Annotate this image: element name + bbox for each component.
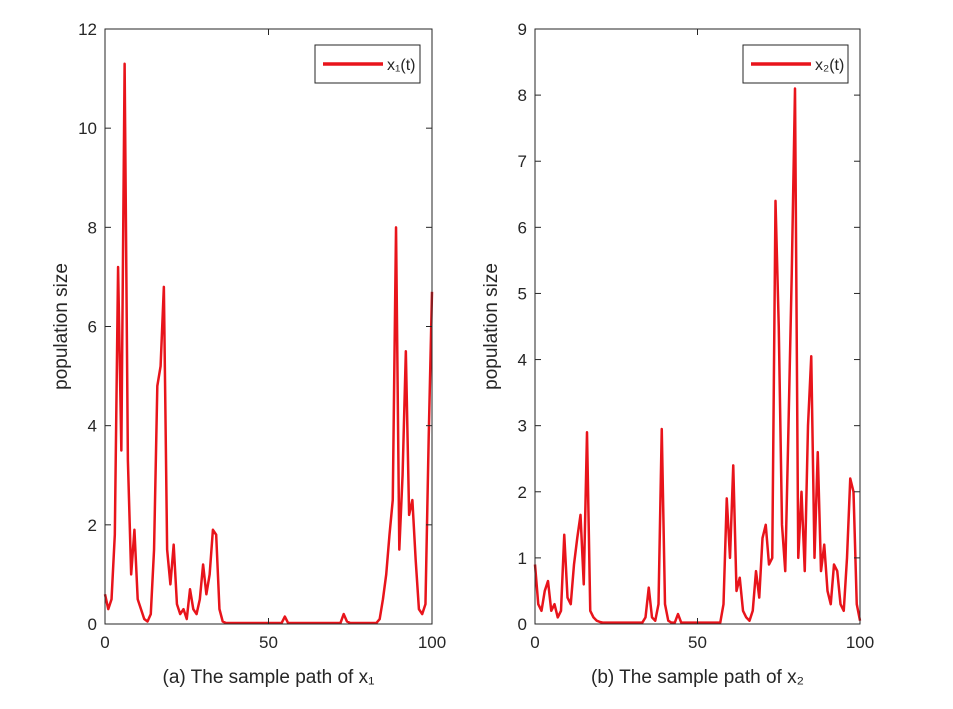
y-tick-label: 5 (518, 284, 527, 303)
y-tick-label: 6 (88, 318, 97, 337)
y-tick-label: 2 (518, 483, 527, 502)
data-line (533, 87, 862, 624)
y-tick-label: 2 (88, 516, 97, 535)
legend-label: x₁(t) (387, 57, 416, 74)
x-axis-label: (a) The sample path of x₁ (163, 667, 375, 688)
legend-label: x₂(t) (815, 57, 844, 74)
data-line (103, 62, 434, 625)
y-tick-label: 8 (518, 86, 527, 105)
y-tick-label: 10 (78, 119, 97, 138)
y-tick-label: 4 (518, 351, 527, 370)
x-axis-label: (b) The sample path of x₂ (591, 667, 804, 688)
y-tick-label: 9 (518, 20, 527, 39)
y-tick-label: 4 (88, 417, 97, 436)
y-tick-label: 7 (518, 152, 527, 171)
y-axis-label: population size (481, 263, 502, 390)
y-tick-label: 12 (78, 20, 97, 39)
x-tick-label: 50 (688, 633, 707, 652)
x-tick-label: 100 (418, 633, 446, 652)
y-tick-label: 0 (88, 615, 97, 634)
x-tick-label: 100 (846, 633, 874, 652)
y-tick-label: 6 (518, 218, 527, 237)
y-tick-label: 0 (518, 615, 527, 634)
x-tick-label: 50 (259, 633, 278, 652)
y-tick-label: 8 (88, 218, 97, 237)
y-tick-label: 1 (518, 549, 527, 568)
x-tick-label: 0 (100, 633, 109, 652)
x-tick-label: 0 (530, 633, 539, 652)
y-tick-label: 3 (518, 417, 527, 436)
y-axis-label: population size (51, 263, 72, 390)
